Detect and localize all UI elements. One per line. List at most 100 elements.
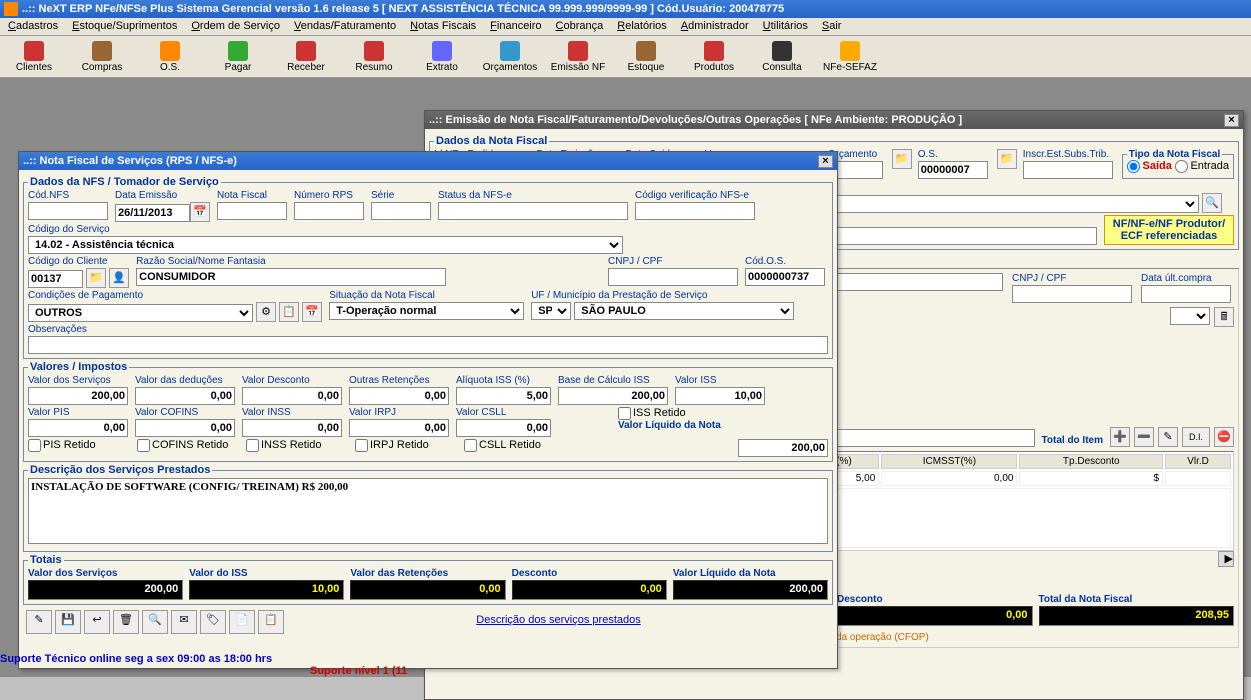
vded-input[interactable]: [135, 387, 235, 405]
tag-icon[interactable]: 🏷: [200, 610, 226, 634]
menu-cobrana[interactable]: Cobrança: [550, 19, 610, 34]
vpis-input[interactable]: [28, 419, 128, 437]
delete-icon[interactable]: ⛔: [1214, 427, 1234, 447]
lbl-ufmun: UF / Município da Prestação de Serviço: [531, 290, 794, 301]
remove-icon[interactable]: ➖: [1134, 427, 1154, 447]
inscr-input[interactable]: [1023, 161, 1113, 179]
lbl-vinss: Valor INSS: [242, 407, 342, 418]
search-icon[interactable]: 🔍: [1202, 193, 1222, 213]
toolbar-oramentos[interactable]: Orçamentos: [480, 38, 540, 75]
viss-input[interactable]: [675, 387, 765, 405]
pisret-check[interactable]: [28, 439, 41, 452]
inssret-check[interactable]: [246, 439, 259, 452]
config-icon[interactable]: ⚙: [256, 302, 276, 322]
calc-icon[interactable]: 🖩: [1214, 307, 1234, 327]
mun-select[interactable]: SÃO PAULO: [574, 302, 794, 320]
menu-notasfiscais[interactable]: Notas Fiscais: [404, 19, 482, 34]
toolbar-emissonf[interactable]: Emissão NF: [548, 38, 608, 75]
cnpj-input[interactable]: [608, 268, 738, 286]
nf-input[interactable]: [217, 202, 287, 220]
verif-input[interactable]: [635, 202, 755, 220]
back-icon[interactable]: ↩: [84, 610, 110, 634]
dem-input[interactable]: [115, 204, 190, 222]
condpag-select[interactable]: OUTROS: [28, 304, 253, 322]
menu-ordemdeservio[interactable]: Ordem de Serviço: [185, 19, 286, 34]
rps-input[interactable]: [294, 202, 364, 220]
toolbar-receber[interactable]: Receber: [276, 38, 336, 75]
list-icon[interactable]: 📋: [279, 302, 299, 322]
cnpj2-input[interactable]: [1012, 285, 1132, 303]
vcsll-input[interactable]: [456, 419, 551, 437]
vbase-input[interactable]: [558, 387, 668, 405]
calendar-icon[interactable]: 📅: [190, 202, 210, 222]
uf2-select[interactable]: [1170, 307, 1210, 325]
toolbar-resumo[interactable]: Resumo: [344, 38, 404, 75]
menu-relatrios[interactable]: Relatórios: [611, 19, 673, 34]
edit-icon[interactable]: ✎: [1158, 427, 1178, 447]
nf-ref-box[interactable]: NF/NF-e/NF Produtor/ ECF referenciadas: [1104, 215, 1234, 245]
codos-input[interactable]: [745, 268, 825, 286]
toolbar-compras[interactable]: Compras: [72, 38, 132, 75]
vcofins-input[interactable]: [135, 419, 235, 437]
scroll-right-icon[interactable]: ▶: [1218, 551, 1234, 567]
doc-icon[interactable]: 📄: [229, 610, 255, 634]
person-icon[interactable]: 👤: [109, 268, 129, 288]
entrada-radio[interactable]: [1175, 160, 1188, 173]
toolbar-consulta[interactable]: Consulta: [752, 38, 812, 75]
toolbar-pagar[interactable]: Pagar: [208, 38, 268, 75]
sitnf-select[interactable]: T-Operação normal: [329, 302, 524, 320]
desc-servicos-link[interactable]: Descrição dos serviços prestados: [287, 610, 830, 634]
lbl-csllret: CSLL Retido: [479, 439, 541, 451]
toolbar-estoque[interactable]: Estoque: [616, 38, 676, 75]
mail-icon[interactable]: ✉: [171, 610, 197, 634]
codnfs-input[interactable]: [28, 202, 108, 220]
vserv-input[interactable]: [28, 387, 128, 405]
menu-cadastros[interactable]: Cadastros: [2, 19, 64, 34]
toolbar-extrato[interactable]: Extrato: [412, 38, 472, 75]
folder-icon[interactable]: 📁: [997, 149, 1017, 169]
menu-estoquesuprimentos[interactable]: Estoque/Suprimentos: [66, 19, 183, 34]
menu-administrador[interactable]: Administrador: [675, 19, 755, 34]
calendar-icon[interactable]: 📅: [302, 302, 322, 322]
di-button[interactable]: D.I.: [1182, 427, 1210, 447]
vliq-input[interactable]: [738, 439, 828, 457]
toolbar-produtos[interactable]: Produtos: [684, 38, 744, 75]
uf-select[interactable]: SP: [531, 302, 571, 320]
folder-icon[interactable]: 📁: [892, 149, 912, 169]
cofinsret-check[interactable]: [137, 439, 150, 452]
voutras-input[interactable]: [349, 387, 449, 405]
add-icon[interactable]: ➕: [1110, 427, 1130, 447]
valiq-input[interactable]: [456, 387, 551, 405]
menu-financeiro[interactable]: Financeiro: [484, 19, 547, 34]
pencil-icon[interactable]: ✎: [26, 610, 52, 634]
menu-vendasfaturamento[interactable]: Vendas/Faturamento: [288, 19, 402, 34]
issret-check[interactable]: [618, 407, 631, 420]
delete-icon[interactable]: 🗑: [113, 610, 139, 634]
codcli-input[interactable]: [28, 270, 83, 288]
folder-icon[interactable]: 📁: [86, 268, 106, 288]
toolbar-os[interactable]: O.S.: [140, 38, 200, 75]
vdesc-input[interactable]: [242, 387, 342, 405]
toolbar-nfesefaz[interactable]: NFe-SEFAZ: [820, 38, 880, 75]
close-icon[interactable]: ×: [818, 155, 833, 168]
os-input[interactable]: [918, 161, 988, 179]
obs-input[interactable]: [28, 336, 828, 354]
menu-sair[interactable]: Sair: [816, 19, 848, 34]
razao-input[interactable]: [136, 268, 446, 286]
saida-radio[interactable]: [1127, 160, 1140, 173]
desc-textarea[interactable]: INSTALAÇÃO DE SOFTWARE (CONFIG/ TREINAM)…: [28, 478, 828, 544]
toolbar-clientes[interactable]: Clientes: [4, 38, 64, 75]
serie-input[interactable]: [371, 202, 431, 220]
menu-utilitrios[interactable]: Utilitários: [757, 19, 814, 34]
virpj-input[interactable]: [349, 419, 449, 437]
save-icon[interactable]: 💾: [55, 610, 81, 634]
csllret-check[interactable]: [464, 439, 477, 452]
codserv-select[interactable]: 14.02 - Assistência técnica: [28, 236, 623, 254]
copy-icon[interactable]: 📋: [258, 610, 284, 634]
vinss-input[interactable]: [242, 419, 342, 437]
irpjret-check[interactable]: [355, 439, 368, 452]
dataul-input[interactable]: [1141, 285, 1231, 303]
search-icon[interactable]: 🔍: [142, 610, 168, 634]
status-input[interactable]: [438, 202, 628, 220]
close-icon[interactable]: ×: [1224, 114, 1239, 127]
